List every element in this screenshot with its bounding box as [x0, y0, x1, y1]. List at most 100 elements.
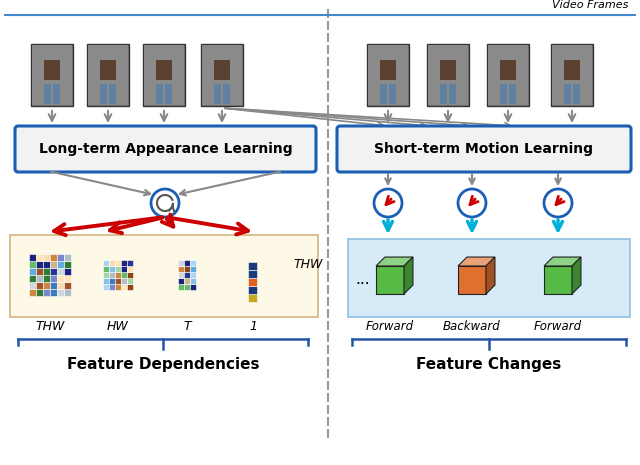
Bar: [248, 270, 257, 278]
Bar: [57, 289, 64, 296]
Bar: [36, 261, 43, 268]
Bar: [178, 272, 184, 278]
Bar: [127, 272, 133, 278]
Text: Forward: Forward: [366, 320, 414, 333]
Bar: [36, 289, 43, 296]
Bar: [36, 275, 43, 282]
Bar: [367, 44, 409, 106]
FancyBboxPatch shape: [15, 126, 316, 172]
Bar: [564, 60, 580, 80]
Bar: [184, 266, 190, 272]
Bar: [43, 261, 50, 268]
Bar: [36, 254, 43, 261]
Bar: [87, 44, 129, 106]
Bar: [509, 84, 516, 104]
Bar: [36, 282, 43, 289]
Bar: [53, 84, 60, 104]
Bar: [368, 45, 408, 105]
Bar: [109, 284, 115, 290]
Circle shape: [151, 189, 179, 217]
Bar: [10, 235, 318, 317]
Bar: [184, 278, 190, 284]
Text: Feature Dependencies: Feature Dependencies: [67, 358, 259, 372]
Bar: [29, 254, 36, 261]
Bar: [428, 45, 468, 105]
Bar: [29, 289, 36, 296]
Bar: [202, 45, 242, 105]
Bar: [64, 254, 71, 261]
Bar: [165, 84, 172, 104]
Text: THW: THW: [293, 259, 323, 272]
Bar: [190, 284, 196, 290]
Bar: [103, 272, 109, 278]
Bar: [115, 284, 121, 290]
Bar: [57, 261, 64, 268]
Bar: [109, 272, 115, 278]
Polygon shape: [572, 257, 581, 294]
Bar: [109, 266, 115, 272]
Bar: [144, 45, 184, 105]
Bar: [64, 282, 71, 289]
Bar: [43, 268, 50, 275]
Bar: [44, 60, 60, 80]
Bar: [43, 275, 50, 282]
Bar: [50, 289, 57, 296]
Bar: [156, 60, 172, 80]
Bar: [43, 282, 50, 289]
Bar: [380, 84, 387, 104]
Bar: [64, 268, 71, 275]
Bar: [184, 260, 190, 266]
Bar: [551, 44, 593, 106]
Bar: [32, 45, 72, 105]
Bar: [380, 60, 396, 80]
Circle shape: [374, 189, 402, 217]
Bar: [29, 282, 36, 289]
Text: Backward: Backward: [443, 320, 501, 333]
FancyBboxPatch shape: [337, 126, 631, 172]
Bar: [29, 261, 36, 268]
Bar: [156, 84, 163, 104]
Text: Video Frames: Video Frames: [552, 0, 628, 10]
Bar: [248, 262, 257, 270]
Bar: [121, 266, 127, 272]
Bar: [190, 266, 196, 272]
Bar: [115, 272, 121, 278]
Text: Long-term Appearance Learning: Long-term Appearance Learning: [38, 142, 292, 156]
Bar: [64, 261, 71, 268]
Bar: [43, 289, 50, 296]
Circle shape: [544, 189, 572, 217]
Bar: [440, 60, 456, 80]
Bar: [500, 60, 516, 80]
Polygon shape: [376, 257, 413, 266]
Bar: [109, 84, 116, 104]
Bar: [121, 284, 127, 290]
Text: ...: ...: [356, 272, 371, 287]
Bar: [50, 261, 57, 268]
Polygon shape: [404, 257, 413, 294]
Bar: [223, 84, 230, 104]
Bar: [500, 84, 507, 104]
Bar: [115, 278, 121, 284]
Bar: [29, 275, 36, 282]
Bar: [115, 266, 121, 272]
Bar: [109, 278, 115, 284]
Bar: [50, 282, 57, 289]
Bar: [88, 45, 128, 105]
Bar: [190, 260, 196, 266]
Bar: [103, 266, 109, 272]
Bar: [121, 272, 127, 278]
Bar: [248, 294, 257, 302]
Bar: [573, 84, 580, 104]
Bar: [57, 275, 64, 282]
Bar: [487, 44, 529, 106]
Polygon shape: [544, 266, 572, 294]
Bar: [389, 84, 396, 104]
Bar: [43, 254, 50, 261]
Bar: [103, 260, 109, 266]
Text: Short-term Motion Learning: Short-term Motion Learning: [374, 142, 593, 156]
Circle shape: [458, 189, 486, 217]
Bar: [57, 268, 64, 275]
Bar: [127, 266, 133, 272]
Bar: [201, 44, 243, 106]
Bar: [121, 260, 127, 266]
